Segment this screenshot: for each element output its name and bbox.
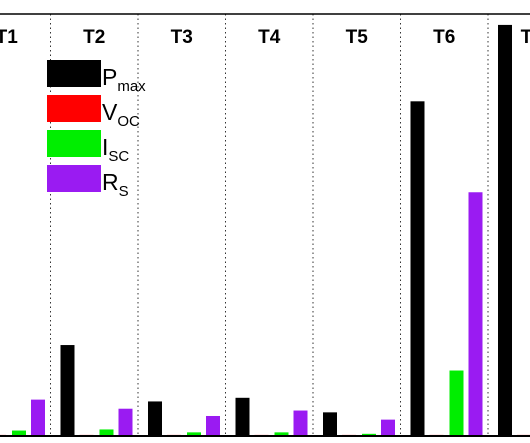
group-label-t1: T1 xyxy=(0,27,18,48)
bar-isc-t6 xyxy=(449,370,464,436)
group-label-t4: T4 xyxy=(258,27,281,48)
legend-label-subscript: SC xyxy=(108,148,129,165)
bar-rs-t2 xyxy=(118,408,133,436)
bar-pmax-t5 xyxy=(323,412,337,436)
legend-label-isc: ISC xyxy=(102,134,129,165)
bar-pmax-t6 xyxy=(410,101,425,436)
legend-swatch-rs xyxy=(47,165,101,192)
legend-swatch-voc xyxy=(47,95,101,122)
bar-pmax-t3 xyxy=(148,401,162,436)
bar-isc-t1 xyxy=(12,430,26,436)
group-label-t6: T6 xyxy=(433,27,455,48)
legend-label-rs: RS xyxy=(102,169,129,200)
legend-label-main: P xyxy=(102,64,117,90)
group-labels: T1 T2 T3 T4 T5 T6 T7 xyxy=(0,27,530,48)
group-label-t2: T2 xyxy=(83,27,105,48)
bar-pmax-t4 xyxy=(235,397,250,436)
legend-label-subscript: S xyxy=(119,183,129,200)
group-separators xyxy=(50,14,489,436)
legend-label-pmax: Pmax xyxy=(102,64,146,95)
bar-rs-t5 xyxy=(381,419,395,436)
bar-rs-t6 xyxy=(468,192,483,436)
legend-label-main: I xyxy=(102,134,108,160)
legend-swatch-isc xyxy=(47,130,101,157)
legend-swatch-pmax xyxy=(47,60,101,87)
bar-isc-t3 xyxy=(187,432,201,436)
bar-pmax-t7 xyxy=(498,24,512,437)
bar-isc-t5 xyxy=(362,433,376,436)
bar-pmax-t2 xyxy=(60,345,75,436)
group-label-t5: T5 xyxy=(346,27,369,48)
group-label-t3: T3 xyxy=(171,27,193,48)
bar-rs-t4 xyxy=(293,410,308,436)
bar-rs-t3 xyxy=(206,415,220,436)
bar-isc-t4 xyxy=(274,432,289,436)
legend-label-voc: VOC xyxy=(102,99,140,130)
legend-label-main: R xyxy=(102,169,119,195)
legend-label-subscript: OC xyxy=(117,113,140,130)
legend-label-subscript: max xyxy=(117,78,146,95)
bar-isc-t2 xyxy=(99,429,114,436)
legend: Pmax VOC ISC RS xyxy=(47,60,146,200)
bars xyxy=(0,24,530,437)
legend-label-main: V xyxy=(102,99,118,125)
bar-rs-t1 xyxy=(31,399,45,436)
group-label-t7: T7 xyxy=(521,27,530,48)
